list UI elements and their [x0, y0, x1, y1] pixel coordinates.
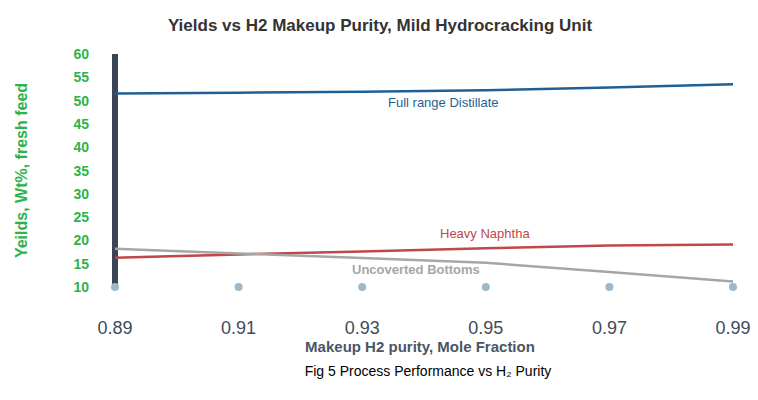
y-tick-label: 10	[73, 279, 89, 295]
y-tick-label: 45	[73, 116, 89, 132]
y-tick-label: 15	[73, 256, 89, 272]
x-axis-label: Makeup H2 purity, Mole Fraction	[305, 338, 535, 355]
x-tick	[605, 283, 613, 291]
x-tick	[358, 283, 366, 291]
series-label: Uncoverted Bottoms	[352, 262, 480, 277]
y-tick-label: 35	[73, 163, 89, 179]
title: Yields vs H2 Makeup Purity, Mild Hydrocr…	[168, 16, 593, 35]
x-tick-label: 0.99	[715, 318, 750, 338]
y-tick-label: 25	[73, 209, 89, 225]
x-tick	[111, 283, 119, 291]
series-label: Heavy Naphtha	[440, 226, 530, 241]
y-tick-label: 55	[73, 69, 89, 85]
x-tick	[235, 283, 243, 291]
x-tick-label: 0.89	[97, 318, 132, 338]
x-tick-label: 0.95	[468, 318, 503, 338]
y-tick-label: 20	[73, 232, 89, 248]
plot-area	[115, 84, 733, 281]
chart: Yields vs H2 Makeup Purity, Mild Hydrocr…	[0, 0, 758, 400]
y-tick-label: 40	[73, 139, 89, 155]
x-tick	[729, 283, 737, 291]
y-tick-label: 60	[73, 46, 89, 62]
y-axis-line	[112, 54, 118, 287]
caption: Fig 5 Process Performance vs H₂ Purity	[305, 363, 552, 379]
y-axis-label: Yeilds, Wt%, fresh feed	[13, 83, 30, 258]
y-tick-label: 50	[73, 93, 89, 109]
x-tick	[482, 283, 490, 291]
series-label: Full range Distillate	[388, 95, 499, 110]
y-tick-label: 30	[73, 186, 89, 202]
x-tick-label: 0.91	[221, 318, 256, 338]
series-line	[115, 249, 733, 282]
series-line	[115, 84, 733, 93]
x-tick-label: 0.93	[345, 318, 380, 338]
x-tick-label: 0.97	[592, 318, 627, 338]
